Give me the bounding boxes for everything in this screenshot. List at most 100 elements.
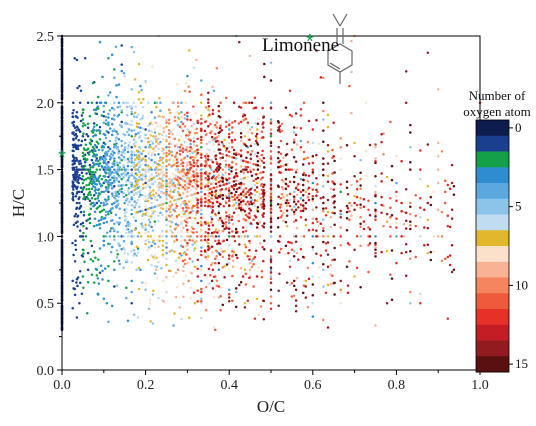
scatter-point bbox=[200, 279, 203, 283]
scatter-point bbox=[71, 191, 74, 195]
scatter-point bbox=[319, 222, 323, 225]
scatter-point bbox=[118, 207, 121, 211]
scatter-point bbox=[227, 300, 231, 303]
scatter-point bbox=[269, 215, 273, 218]
scatter-point bbox=[172, 324, 175, 327]
scatter-point bbox=[217, 131, 221, 135]
scatter-point bbox=[82, 224, 85, 228]
scatter-point bbox=[333, 258, 336, 261]
scatter-point bbox=[214, 157, 218, 161]
scatter-point bbox=[102, 208, 106, 211]
scatter-point bbox=[165, 257, 168, 260]
scatter-point bbox=[256, 122, 260, 125]
scatter-point bbox=[180, 120, 183, 124]
scatter-point bbox=[168, 140, 172, 143]
scatter-point bbox=[326, 162, 330, 165]
scatter-point bbox=[73, 57, 76, 60]
scatter-point bbox=[149, 166, 152, 169]
scatter-point bbox=[409, 290, 412, 294]
scatter-point bbox=[196, 119, 199, 123]
scatter-point bbox=[176, 170, 179, 174]
scatter-point bbox=[269, 268, 273, 272]
scatter-point bbox=[279, 152, 283, 155]
scatter-point bbox=[329, 187, 332, 190]
scatter-point bbox=[311, 235, 315, 238]
colorbar-swatch bbox=[476, 246, 509, 263]
x-tick-label: 1.0 bbox=[471, 378, 489, 393]
scatter-point bbox=[400, 251, 403, 255]
scatter-point bbox=[326, 125, 330, 129]
scatter-point bbox=[204, 185, 207, 189]
scatter-point bbox=[196, 137, 199, 141]
scatter-point bbox=[315, 235, 318, 238]
scatter-point bbox=[150, 154, 153, 157]
scatter-point bbox=[126, 171, 130, 175]
scatter-point bbox=[77, 197, 80, 201]
scatter-point bbox=[72, 195, 75, 198]
scatter-point bbox=[317, 235, 321, 238]
scatter-point bbox=[180, 211, 183, 214]
scatter-point bbox=[115, 130, 118, 134]
scatter-point bbox=[200, 224, 203, 227]
scatter-point bbox=[259, 305, 263, 308]
colorbar-swatch bbox=[476, 198, 509, 215]
scatter-point bbox=[107, 112, 110, 116]
scatter-point bbox=[239, 196, 243, 200]
scatter-point bbox=[92, 194, 96, 197]
scatter-point bbox=[221, 173, 225, 176]
scatter-point bbox=[153, 180, 157, 184]
scatter-point bbox=[249, 192, 253, 195]
scatter-point bbox=[419, 206, 422, 210]
scatter-point bbox=[139, 268, 142, 272]
scatter-point bbox=[248, 101, 251, 105]
scatter-point bbox=[88, 172, 92, 176]
scatter-point bbox=[185, 220, 188, 224]
scatter-point bbox=[118, 161, 121, 164]
scatter-point bbox=[299, 203, 303, 206]
x-tick-label: 0.4 bbox=[220, 378, 238, 393]
scatter-point bbox=[73, 260, 77, 263]
scatter-point bbox=[122, 155, 126, 159]
scatter-point bbox=[139, 173, 143, 177]
scatter-point bbox=[322, 101, 325, 105]
scatter-point bbox=[142, 186, 145, 190]
scatter-point bbox=[186, 241, 189, 245]
scatter-point bbox=[374, 190, 377, 194]
scatter-point bbox=[322, 109, 325, 113]
scatter-point bbox=[283, 199, 287, 203]
scatter-point bbox=[125, 180, 128, 183]
scatter-point bbox=[207, 175, 210, 178]
scatter-point bbox=[104, 235, 108, 238]
scatter-point bbox=[200, 153, 203, 157]
scatter-point bbox=[110, 176, 114, 179]
scatter-point bbox=[436, 235, 440, 238]
scatter-point bbox=[102, 217, 106, 220]
scatter-point bbox=[292, 254, 296, 258]
scatter-point bbox=[259, 171, 263, 175]
scatter-point bbox=[146, 238, 149, 242]
scatter-point bbox=[139, 126, 142, 130]
scatter-point bbox=[311, 161, 315, 165]
scatter-point bbox=[227, 172, 231, 176]
scatter-point bbox=[175, 151, 179, 155]
scatter-point bbox=[182, 209, 185, 212]
scatter-point bbox=[183, 156, 187, 160]
scatter-point bbox=[180, 196, 183, 200]
scatter-point bbox=[436, 168, 440, 171]
scatter-point bbox=[253, 152, 257, 156]
scatter-point bbox=[126, 161, 130, 164]
scatter-point bbox=[122, 71, 126, 75]
scatter-point bbox=[130, 190, 133, 194]
scatter-point bbox=[302, 157, 306, 161]
scatter-point bbox=[135, 245, 139, 248]
scatter-point bbox=[261, 245, 264, 249]
scatter-point bbox=[96, 292, 100, 295]
scatter-point bbox=[208, 148, 211, 152]
scatter-point bbox=[204, 156, 208, 160]
scatter-point bbox=[278, 130, 282, 134]
scatter-point bbox=[207, 224, 211, 227]
scatter-point bbox=[294, 203, 298, 206]
scatter-point bbox=[238, 202, 241, 206]
scatter-point bbox=[233, 193, 237, 197]
scatter-point bbox=[141, 226, 145, 230]
